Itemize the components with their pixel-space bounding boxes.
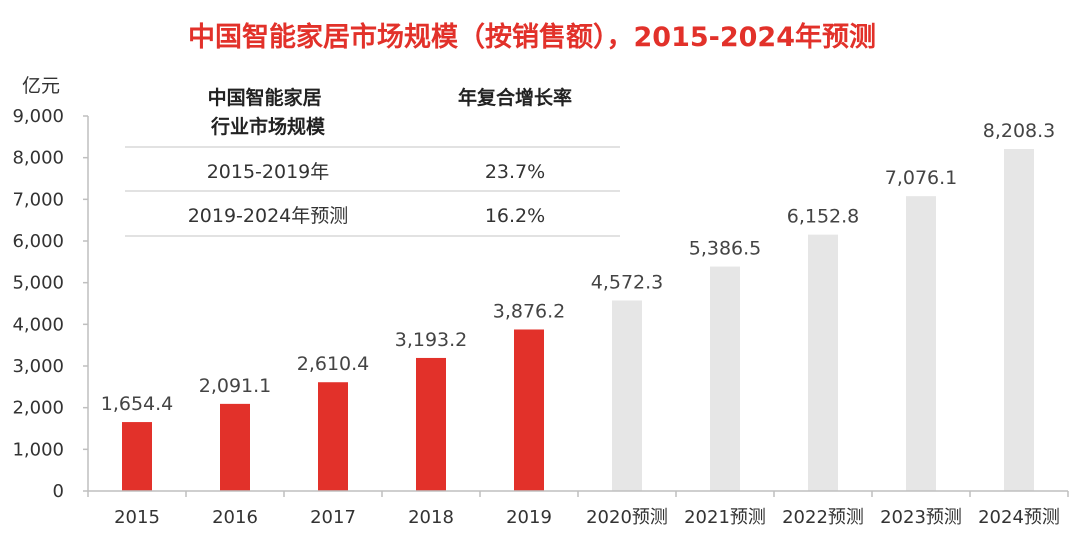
data-label: 3,193.2 (395, 329, 468, 351)
data-label: 1,654.4 (101, 393, 174, 415)
x-tick-label: 2022预测 (782, 507, 864, 528)
table-cell-period-1: 2015-2019年 (207, 161, 330, 183)
x-tick-label: 2016 (212, 507, 258, 528)
table-header-market-size-line1: 中国智能家居 (208, 86, 322, 109)
y-tick-label: 8,000 (12, 148, 64, 169)
table-header-cagr: 年复合增长率 (458, 86, 572, 109)
y-tick-label: 6,000 (12, 231, 64, 252)
data-label: 7,076.1 (885, 167, 958, 189)
data-label: 2,091.1 (199, 375, 272, 397)
data-label: 4,572.3 (591, 271, 664, 293)
y-tick-label: 1,000 (12, 439, 64, 460)
data-label: 3,876.2 (493, 300, 566, 322)
y-axis: 0 1,000 2,000 3,000 4,000 5,000 6,000 7,000 8,00… (12, 106, 89, 502)
y-tick-label: 0 (53, 481, 64, 502)
table-header-market-size-line2: 行业市场规模 (210, 115, 326, 138)
cagr-table: 中国智能家居 行业市场规模 年复合增长率 2015-2019年 23.7% 20… (125, 86, 620, 237)
bar (416, 357, 446, 491)
y-tick-label: 5,000 (12, 273, 64, 294)
data-label: 2,610.4 (297, 353, 370, 375)
x-tick-label: 2023预测 (880, 507, 962, 528)
data-label: 6,152.8 (787, 206, 860, 228)
x-tick-label: 2024预测 (978, 507, 1060, 528)
data-label: 5,386.5 (689, 238, 762, 260)
y-tick-label: 4,000 (12, 314, 64, 335)
x-tick-label: 2017 (310, 507, 356, 528)
y-tick-label: 7,000 (12, 189, 64, 210)
chart-title: 中国智能家居市场规模（按销售额），2015-2024年预测 (188, 21, 876, 53)
y-tick-label: 9,000 (12, 106, 64, 127)
x-axis: 2015 2016 2017 2018 2019 2020预测 2021预测 2022预测 20… (87, 490, 1069, 528)
bars: 1,654.4 2,091.1 2,610.4 3,193.2 3,876.2 4,572… (101, 120, 1056, 492)
bar (808, 234, 838, 491)
x-tick-label: 2018 (408, 507, 454, 528)
bar (710, 266, 740, 491)
bar (1004, 148, 1034, 492)
x-tick-label: 2020预测 (586, 507, 668, 528)
bar (122, 422, 152, 491)
table-cell-cagr-2: 16.2% (485, 205, 545, 227)
bar (612, 300, 642, 491)
data-label: 8,208.3 (983, 120, 1056, 142)
table-header-market-size: 中国智能家居 行业市场规模 (208, 86, 329, 138)
y-axis-unit-label: 亿元 (22, 75, 60, 97)
y-tick-label: 2,000 (12, 398, 64, 419)
bar (514, 329, 544, 491)
bar (220, 403, 250, 491)
x-tick-label: 2019 (506, 507, 552, 528)
y-tick-label: 3,000 (12, 356, 64, 377)
table-cell-period-2: 2019-2024年预测 (188, 205, 349, 227)
x-tick-label: 2015 (114, 507, 160, 528)
table-cell-cagr-1: 23.7% (485, 161, 545, 183)
x-tick-label: 2021预测 (684, 507, 766, 528)
bar (906, 196, 936, 491)
bar (318, 382, 348, 491)
